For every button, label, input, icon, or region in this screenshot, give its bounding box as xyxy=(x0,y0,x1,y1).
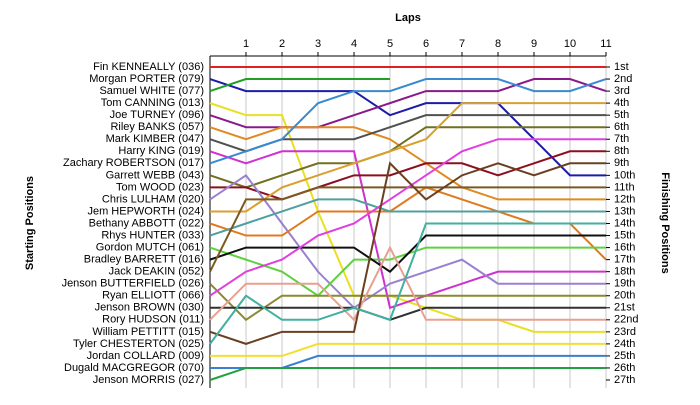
driver-label: Morgan PORTER (079) xyxy=(89,73,204,85)
y2-tick-label: 9th xyxy=(614,157,629,169)
series-line xyxy=(209,173,606,310)
driver-label: Dugald MACGREGOR (070) xyxy=(64,362,204,374)
y2-tick-label: 14th xyxy=(614,217,635,229)
driver-label: Jem HEPWORTH (024) xyxy=(87,205,204,217)
y2-tick-label: 24th xyxy=(614,338,635,350)
series-line xyxy=(209,161,606,345)
y2-tick-label: 8th xyxy=(614,145,629,157)
y2-tick-label: 27th xyxy=(614,374,635,386)
driver-label: Gordon MUTCH (061) xyxy=(96,241,204,253)
x-tick-label: 10 xyxy=(564,38,576,50)
series-line xyxy=(210,342,606,357)
driver-label: Zachary ROBERTSON (017) xyxy=(63,157,204,169)
series-line xyxy=(209,78,390,93)
driver-label: Rhys HUNTER (033) xyxy=(101,229,204,241)
driver-label: Rory HUDSON (011) xyxy=(102,314,204,326)
series-line xyxy=(209,150,606,310)
y2-tick-label: 26th xyxy=(614,362,635,374)
series-line xyxy=(209,138,606,297)
x-tick-label: 3 xyxy=(315,38,321,50)
x-tick-label: 4 xyxy=(351,38,357,50)
y-axis-title: Starting Positions xyxy=(24,176,36,270)
driver-label: Tyler CHESTERTON (025) xyxy=(73,338,204,350)
driver-label: Tom WOOD (023) xyxy=(116,181,204,193)
y2-tick-label: 19th xyxy=(614,278,635,290)
y2-tick-label: 1st xyxy=(614,61,629,73)
series-line xyxy=(210,306,606,321)
x-axis-title: Laps xyxy=(395,12,421,24)
x-tick-label: 11 xyxy=(600,38,611,50)
x-tick-label: 2 xyxy=(279,38,285,50)
series-line xyxy=(209,198,606,237)
y2-tick-label: 4th xyxy=(614,97,629,109)
x-tick-label: 1 xyxy=(243,38,249,50)
driver-label: Samuel WHITE (077) xyxy=(99,85,204,97)
series-line xyxy=(209,245,606,322)
driver-label: Jenson BUTTERFIELD (026) xyxy=(62,278,204,290)
series-line xyxy=(210,150,606,201)
y2-tick-label: 3rd xyxy=(614,85,630,97)
y2-tick-label: 6th xyxy=(614,121,629,133)
series-line xyxy=(209,222,606,345)
y2-tick-label: 10th xyxy=(614,169,635,181)
driver-label: Bradley BARRETT (016) xyxy=(84,254,204,266)
x-tick-label: 9 xyxy=(531,38,537,50)
x-tick-label: 7 xyxy=(459,38,465,50)
series-line xyxy=(209,366,606,381)
y2-tick-label: 2nd xyxy=(614,73,632,85)
x-tick-label: 6 xyxy=(423,38,429,50)
driver-label: William PETTITT (015) xyxy=(92,326,204,338)
y2-tick-label: 13th xyxy=(614,205,635,217)
driver-label: Riley BANKS (057) xyxy=(110,121,204,133)
y2-tick-label: 12th xyxy=(614,193,635,205)
y2-tick-label: 25th xyxy=(614,350,635,362)
y2-tick-label: 16th xyxy=(614,241,635,253)
y2-tick-label: 20th xyxy=(614,290,635,302)
x-tick-label: 8 xyxy=(495,38,501,50)
driver-label: Garrett WEBB (043) xyxy=(106,169,204,181)
y2-tick-label: 22nd xyxy=(614,314,638,326)
y2-tick-label: 23rd xyxy=(614,326,636,338)
y2-tick-label: 18th xyxy=(614,266,635,278)
series-line xyxy=(209,126,606,201)
series-line xyxy=(209,282,606,322)
driver-label: Jordan COLLARD (009) xyxy=(87,350,204,362)
series-line xyxy=(209,78,607,129)
series-line xyxy=(209,126,606,189)
driver-label: Bethany ABBOTT (022) xyxy=(89,217,204,229)
y2-tick-label: 7th xyxy=(614,133,629,145)
series-line xyxy=(210,102,606,213)
driver-label: Ryan ELLIOTT (066) xyxy=(102,290,204,302)
driver-label: Jack DEAKIN (052) xyxy=(109,266,204,278)
driver-label: Harry KING (019) xyxy=(118,145,204,157)
y2-tick-label: 15th xyxy=(614,229,635,241)
x-tick-label: 5 xyxy=(387,38,393,50)
driver-label: Joe TURNEY (096) xyxy=(110,109,204,121)
series-line xyxy=(209,234,606,273)
driver-label: Tom CANNING (013) xyxy=(101,97,204,109)
y2-tick-label: 17th xyxy=(614,254,635,266)
series-line xyxy=(209,78,607,165)
driver-label: Mark KIMBER (047) xyxy=(106,133,204,145)
driver-label: Jenson BROWN (030) xyxy=(95,302,204,314)
driver-label: Jenson MORRIS (027) xyxy=(93,374,204,386)
y2-tick-label: 21st xyxy=(614,302,635,314)
series-line xyxy=(209,78,606,177)
driver-label: Chris LULHAM (020) xyxy=(102,193,204,205)
y2-tick-label: 5th xyxy=(614,109,629,121)
y2-tick-label: 11th xyxy=(614,181,635,193)
driver-label: Fin KENNEALLY (036) xyxy=(93,61,204,73)
y2-axis-title: Finishing Positions xyxy=(659,172,671,273)
